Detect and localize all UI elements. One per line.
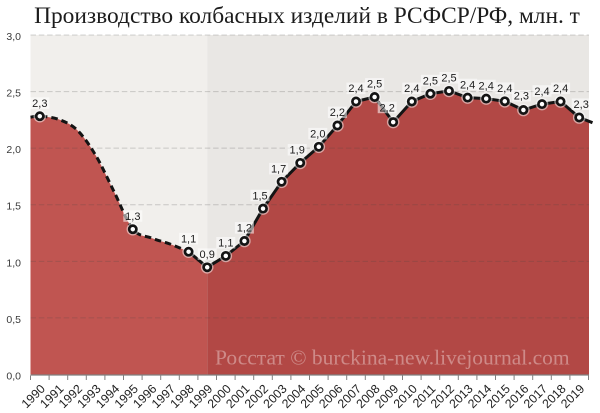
svg-text:0,9: 0,9 — [200, 249, 215, 261]
svg-text:2,2: 2,2 — [330, 107, 345, 119]
svg-text:2,4: 2,4 — [460, 79, 475, 91]
svg-text:1,0: 1,0 — [6, 257, 21, 269]
svg-text:Производство колбасных изделий: Производство колбасных изделий в РСФСР/Р… — [34, 3, 580, 29]
svg-text:0,0: 0,0 — [6, 371, 21, 383]
svg-text:2,5: 2,5 — [367, 79, 382, 91]
svg-text:2,4: 2,4 — [404, 83, 419, 95]
svg-text:1,7: 1,7 — [271, 164, 286, 176]
svg-text:2,4: 2,4 — [497, 83, 512, 95]
svg-text:2,5: 2,5 — [441, 73, 456, 85]
svg-text:1,3: 1,3 — [125, 211, 140, 223]
svg-text:2,3: 2,3 — [32, 98, 47, 110]
svg-text:2,3: 2,3 — [574, 99, 589, 111]
svg-text:2,4: 2,4 — [534, 86, 549, 98]
svg-text:2,0: 2,0 — [6, 144, 21, 156]
svg-text:0,5: 0,5 — [6, 314, 21, 326]
svg-text:2,0: 2,0 — [310, 129, 325, 141]
svg-text:2,4: 2,4 — [348, 83, 363, 95]
svg-text:1,1: 1,1 — [218, 238, 233, 250]
svg-text:Росстат © burckina-new.livejou: Росстат © burckina-new.livejournal.com — [215, 346, 570, 370]
svg-text:1,5: 1,5 — [252, 190, 267, 202]
svg-text:1,5: 1,5 — [6, 201, 21, 213]
svg-text:1,1: 1,1 — [181, 233, 196, 245]
svg-text:3,0: 3,0 — [6, 31, 21, 43]
svg-text:1,9: 1,9 — [290, 145, 305, 157]
svg-text:2,3: 2,3 — [514, 91, 529, 103]
svg-text:2,4: 2,4 — [553, 83, 568, 95]
svg-text:2,4: 2,4 — [479, 80, 494, 92]
svg-text:1,2: 1,2 — [237, 223, 252, 235]
svg-text:2,5: 2,5 — [6, 88, 21, 100]
svg-text:2,5: 2,5 — [423, 75, 438, 87]
svg-text:2,2: 2,2 — [380, 102, 395, 114]
